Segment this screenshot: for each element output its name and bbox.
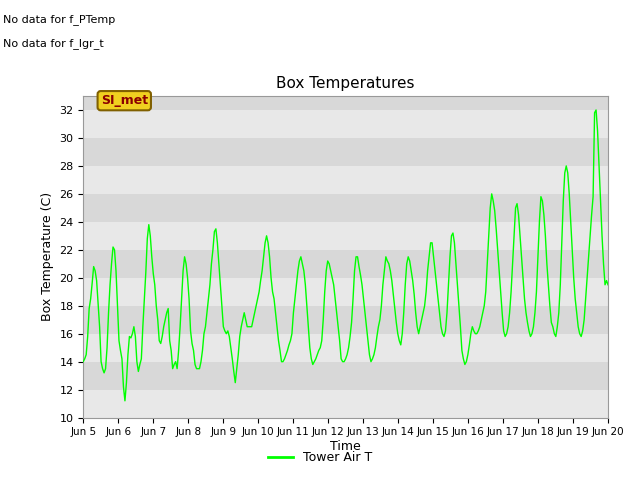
Bar bbox=[83, 390, 608, 418]
Bar bbox=[83, 222, 608, 250]
Text: No data for f_PTemp: No data for f_PTemp bbox=[3, 14, 115, 25]
Bar bbox=[83, 334, 608, 361]
Title: Box Temperatures: Box Temperatures bbox=[276, 76, 415, 91]
Legend: Tower Air T: Tower Air T bbox=[263, 446, 377, 469]
Bar bbox=[83, 110, 608, 138]
Bar bbox=[83, 166, 608, 194]
Bar bbox=[83, 278, 608, 306]
X-axis label: Time: Time bbox=[330, 440, 361, 453]
Y-axis label: Box Temperature (C): Box Temperature (C) bbox=[41, 192, 54, 322]
Text: No data for f_lgr_t: No data for f_lgr_t bbox=[3, 38, 104, 49]
Text: SI_met: SI_met bbox=[100, 94, 148, 107]
